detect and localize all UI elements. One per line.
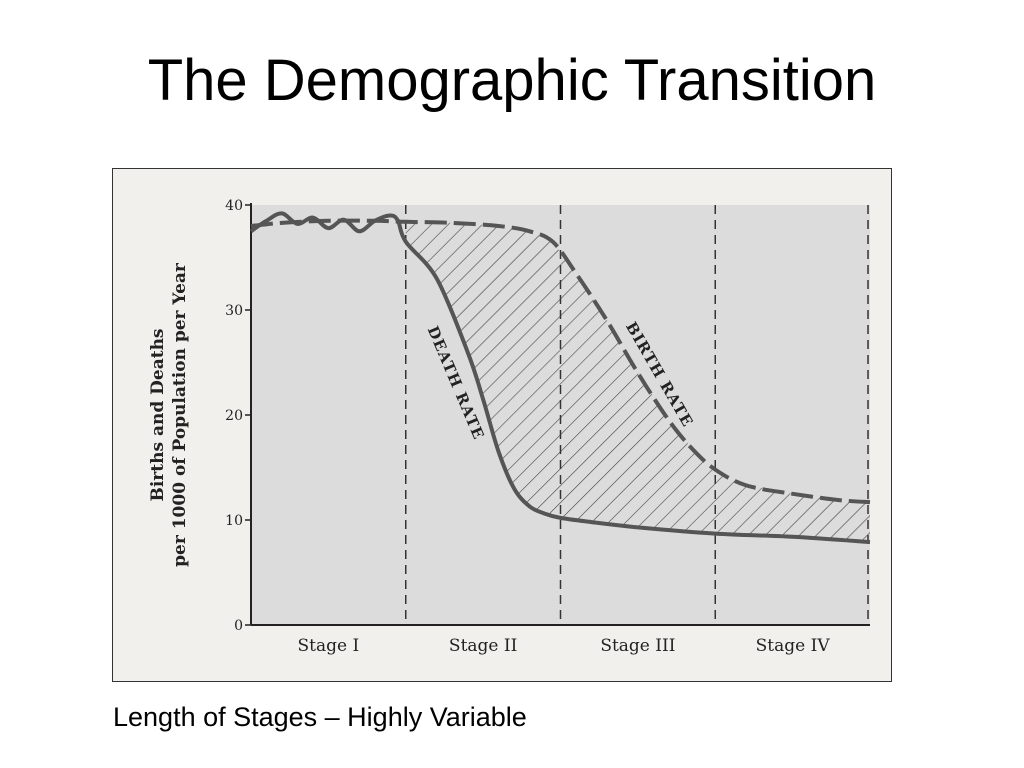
- natural-increase-hatched-area: [405, 221, 870, 543]
- slide-title: The Demographic Transition: [147, 48, 877, 113]
- y-tick-label: 30: [225, 303, 243, 319]
- y-axis-label-line2: per 1000 of Population per Year: [170, 262, 190, 567]
- death-rate-line: [249, 211, 871, 545]
- slide-caption: Length of Stages – Highly Variable: [113, 702, 527, 732]
- y-tick-label: 10: [225, 513, 243, 529]
- stage-label: Stage I: [298, 636, 360, 656]
- stage-label: Stage II: [449, 636, 517, 656]
- birth-rate-line: [250, 218, 871, 505]
- stage-label: Stage III: [600, 636, 675, 656]
- stage-label: Stage IV: [756, 636, 831, 656]
- y-tick-label: 40: [225, 198, 243, 214]
- y-axis-label-line1: Births and Deaths: [148, 328, 168, 501]
- y-tick-label: 20: [225, 408, 243, 424]
- figure-frame: 0 10 20 30 40 Stage I Stage II Stage III Stage …: [112, 168, 892, 682]
- demographic-transition-chart: 0 10 20 30 40 Stage I Stage II Stage III Stage …: [148, 198, 871, 656]
- y-tick-label: 0: [234, 618, 243, 634]
